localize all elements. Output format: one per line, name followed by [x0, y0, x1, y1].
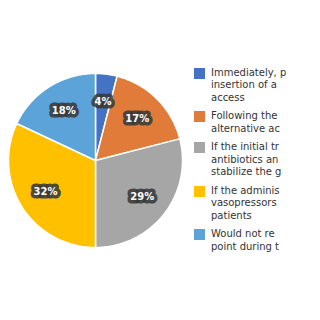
svg-text:17%: 17%: [125, 113, 149, 124]
html-text:Following the alternative ac: Following the alternative ac: [211, 110, 280, 134]
svg-text:29%: 29%: [130, 191, 154, 202]
svg-text:4%: 4%: [94, 96, 111, 107]
html-text:Immediately, p insertion of a: Immediately, p insertion of a access: [211, 66, 287, 103]
html-text:If the adminis vasopressors pa: If the adminis vasopressors patients: [211, 184, 280, 221]
html-text:Would not re point during t: Would not re point during t: [211, 228, 279, 252]
svg-text:32%: 32%: [34, 186, 58, 197]
svg-text:18%: 18%: [52, 105, 76, 116]
html-text:If the initial tr antibiotics: If the initial tr antibiotics an stabili…: [211, 141, 282, 178]
